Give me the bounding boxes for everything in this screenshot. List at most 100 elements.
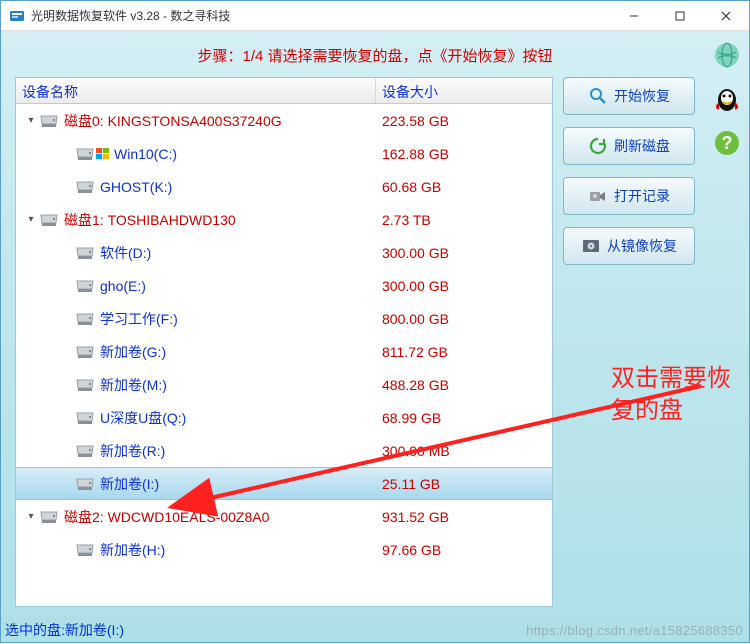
side-icon-bar: ? <box>707 33 747 159</box>
drive-icon <box>74 345 96 359</box>
drive-icon <box>74 312 96 326</box>
row-size: 68.99 GB <box>376 410 552 426</box>
column-header-name[interactable]: 设备名称 <box>16 78 376 103</box>
action-button-panel: 开始恢复 刷新磁盘 打开记录 从镜像恢复 <box>563 77 695 265</box>
row-size: 2.73 TB <box>376 212 552 228</box>
disk-row[interactable]: ▾磁盘0: KINGSTONSA400S37240G223.58 GB <box>16 104 552 137</box>
expander-icon[interactable]: ▾ <box>24 115 38 126</box>
globe-icon[interactable] <box>711 39 743 71</box>
row-name: 新加卷(I:) <box>100 474 159 494</box>
partition-row[interactable]: 软件(D:) 300.00 GB <box>16 236 552 269</box>
refresh-disk-label: 刷新磁盘 <box>614 136 670 156</box>
help-icon[interactable]: ? <box>711 127 743 159</box>
device-list-panel: 设备名称 设备大小 ▾磁盘0: KINGSTONSA400S37240G223.… <box>15 77 553 607</box>
row-name-cell: 新加卷(M:) <box>16 375 376 395</box>
row-size: 25.11 GB <box>376 476 552 492</box>
disk-row[interactable]: ▾ 磁盘2: WDCWD10EALS-00Z8A0 931.52 GB <box>16 500 552 533</box>
row-name-cell: gho(E:) <box>16 278 376 294</box>
row-name: 磁盘1: TOSHIBAHDWD130 <box>64 210 236 230</box>
row-name: gho(E:) <box>100 278 146 294</box>
content-area: 设备名称 设备大小 ▾磁盘0: KINGSTONSA400S37240G223.… <box>15 77 695 607</box>
row-size: 931.52 GB <box>376 509 552 525</box>
start-recover-button[interactable]: 开始恢复 <box>563 77 695 115</box>
row-name: 新加卷(R:) <box>100 441 165 461</box>
partition-row[interactable]: 新加卷(I:) 25.11 GB <box>16 467 552 500</box>
row-size: 488.28 GB <box>376 377 552 393</box>
row-name: 磁盘0: KINGSTONSA400S37240G <box>64 111 282 131</box>
disk-row[interactable]: ▾ 磁盘1: TOSHIBAHDWD130 2.73 TB <box>16 203 552 236</box>
drive-icon <box>74 180 96 194</box>
row-size: 300.00 GB <box>376 278 552 294</box>
partition-row[interactable]: 新加卷(M:) 488.28 GB <box>16 368 552 401</box>
row-name-cell: 新加卷(H:) <box>16 540 376 560</box>
drive-icon <box>74 378 96 392</box>
drive-icon <box>74 147 96 161</box>
row-size: 60.68 GB <box>376 179 552 195</box>
step-instruction: 步骤：1/4 请选择需要恢复的盘，点《开始恢复》按钮 <box>1 31 749 76</box>
row-size: 800.00 GB <box>376 311 552 327</box>
drive-icon <box>74 246 96 260</box>
from-image-button[interactable]: 从镜像恢复 <box>563 227 695 265</box>
row-name: GHOST(K:) <box>100 179 172 195</box>
row-name-cell: ▾ 磁盘2: WDCWD10EALS-00Z8A0 <box>16 507 376 527</box>
row-size: 162.88 GB <box>376 146 552 162</box>
svg-text:?: ? <box>722 133 733 153</box>
row-name: 新加卷(M:) <box>100 375 167 395</box>
qq-icon[interactable] <box>711 83 743 115</box>
watermark: https://blog.csdn.net/a15825688350 <box>526 623 743 638</box>
row-name-cell: U深度U盘(Q:) <box>16 408 376 428</box>
app-icon <box>9 8 25 24</box>
from-image-label: 从镜像恢复 <box>607 236 677 256</box>
device-rows: ▾磁盘0: KINGSTONSA400S37240G223.58 GBWin10… <box>16 104 552 566</box>
drive-icon <box>74 543 96 557</box>
row-name-cell: ▾ 磁盘1: TOSHIBAHDWD130 <box>16 210 376 230</box>
maximize-button[interactable] <box>657 1 703 31</box>
expander-icon[interactable]: ▾ <box>24 214 38 225</box>
row-name-cell: 新加卷(G:) <box>16 342 376 362</box>
list-header: 设备名称 设备大小 <box>16 78 552 104</box>
partition-row[interactable]: gho(E:) 300.00 GB <box>16 269 552 302</box>
row-name: 新加卷(H:) <box>100 540 165 560</box>
row-name: 新加卷(G:) <box>100 342 166 362</box>
row-size: 811.72 GB <box>376 344 552 360</box>
drive-icon <box>38 114 60 128</box>
close-button[interactable] <box>703 1 749 31</box>
drive-icon <box>38 213 60 227</box>
app-window: 光明数据恢复软件 v3.28 - 数之寻科技 ? 步骤：1/4 请选择需要恢复的… <box>0 0 750 643</box>
row-name: 磁盘2: WDCWD10EALS-00Z8A0 <box>64 507 269 527</box>
start-recover-label: 开始恢复 <box>614 86 670 106</box>
refresh-icon <box>588 136 608 156</box>
partition-row[interactable]: GHOST(K:) 60.68 GB <box>16 170 552 203</box>
search-icon <box>588 86 608 106</box>
partition-row[interactable]: 学习工作(F:)800.00 GB <box>16 302 552 335</box>
open-log-button[interactable]: 打开记录 <box>563 177 695 215</box>
row-name: 软件(D:) <box>100 243 151 263</box>
titlebar: 光明数据恢复软件 v3.28 - 数之寻科技 <box>1 1 749 31</box>
drive-icon <box>38 510 60 524</box>
row-name: Win10(C:) <box>114 146 177 162</box>
row-name-cell: GHOST(K:) <box>16 179 376 195</box>
partition-row[interactable]: U深度U盘(Q:)68.99 GB <box>16 401 552 434</box>
partition-row[interactable]: Win10(C:) 162.88 GB <box>16 137 552 170</box>
row-name-cell: 软件(D:) <box>16 243 376 263</box>
column-header-size[interactable]: 设备大小 <box>376 78 552 103</box>
drive-icon <box>74 411 96 425</box>
partition-row[interactable]: 新加卷(H:) 97.66 GB <box>16 533 552 566</box>
row-name-cell: Win10(C:) <box>16 146 376 162</box>
row-name-cell: 新加卷(R:) <box>16 441 376 461</box>
drive-icon <box>74 279 96 293</box>
refresh-disk-button[interactable]: 刷新磁盘 <box>563 127 695 165</box>
disk-image-icon <box>581 236 601 256</box>
row-size: 300.00 GB <box>376 245 552 261</box>
minimize-button[interactable] <box>611 1 657 31</box>
open-log-label: 打开记录 <box>614 186 670 206</box>
windows-logo-icon <box>96 147 110 161</box>
window-controls <box>611 1 749 31</box>
partition-row[interactable]: 新加卷(G:) 811.72 GB <box>16 335 552 368</box>
row-size: 300.00 MB <box>376 443 552 459</box>
drive-icon <box>74 477 96 491</box>
expander-icon[interactable]: ▾ <box>24 511 38 522</box>
partition-row[interactable]: 新加卷(R:) 300.00 MB <box>16 434 552 467</box>
row-size: 97.66 GB <box>376 542 552 558</box>
row-name-cell: ▾ 磁盘0: KINGSTONSA400S37240G <box>16 111 376 131</box>
